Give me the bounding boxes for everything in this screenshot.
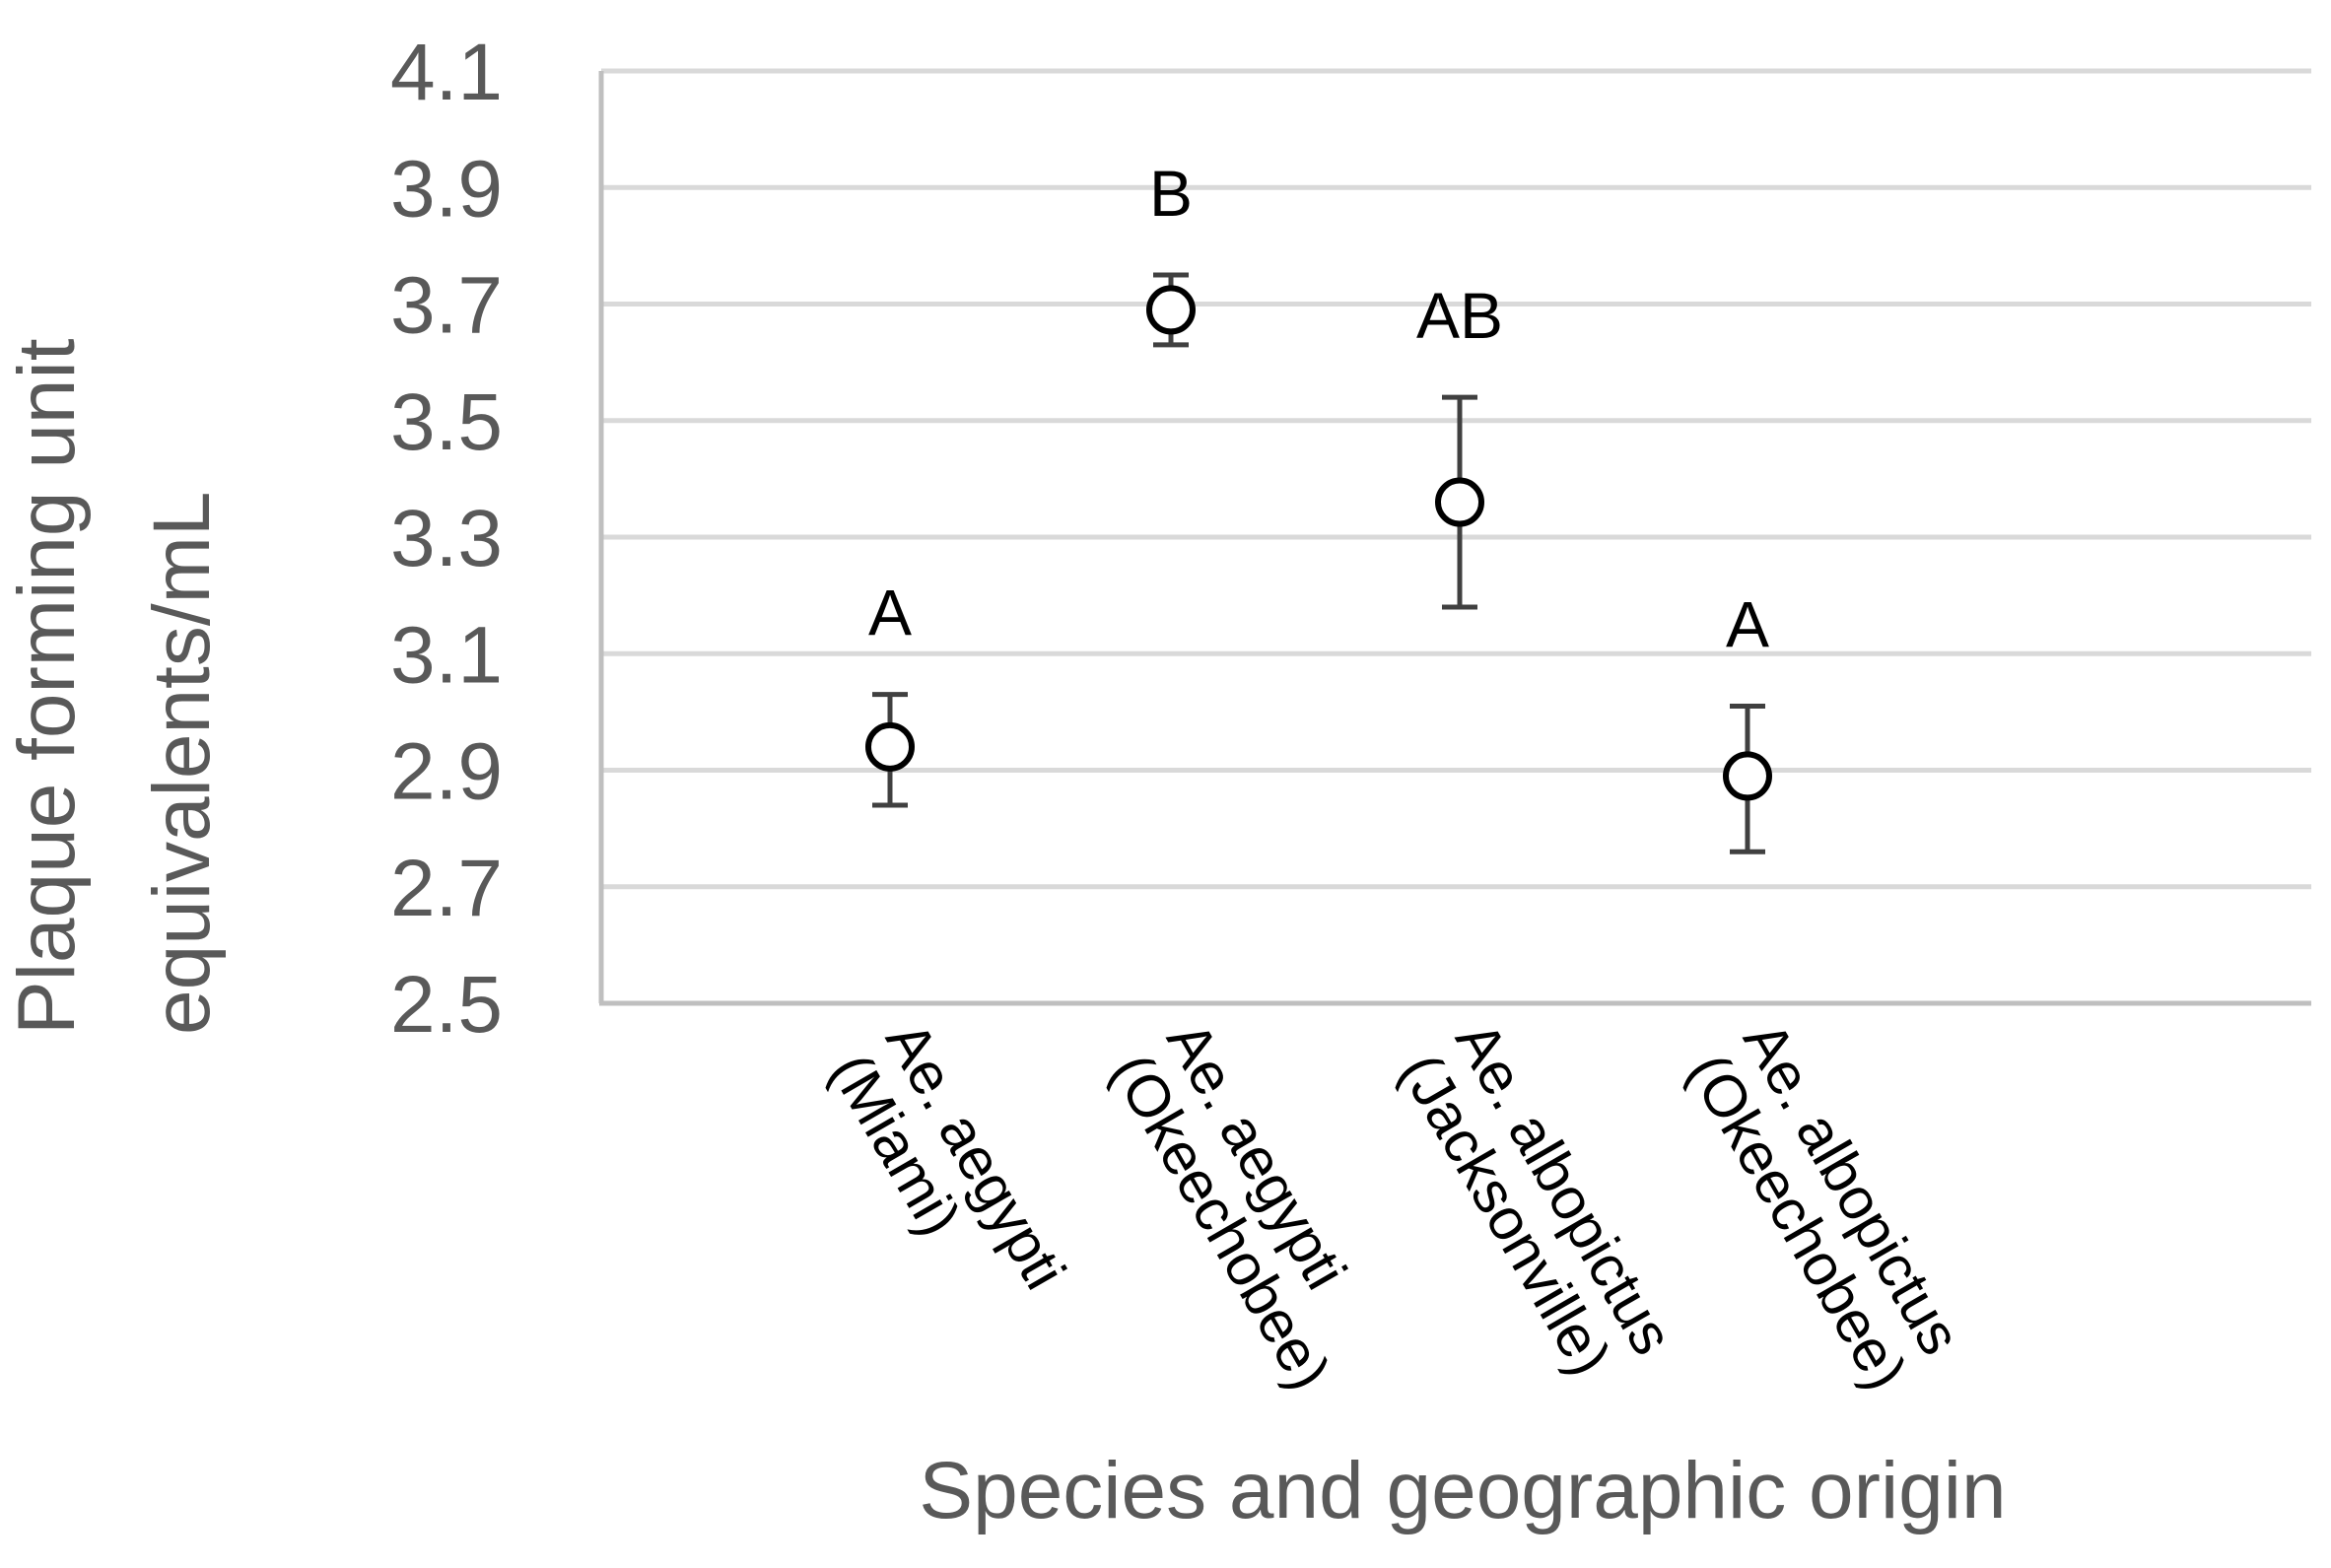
data-point-2: [1146, 285, 1196, 335]
x-category-label-1: Ae. aegypti(Miami): [818, 1011, 1078, 1300]
y-tick-labels: 2.5 2.7 2.9 3.1 3.3 3.5 3.7 3.9 4.1: [390, 28, 503, 1050]
significance-letter-1: A: [868, 577, 912, 649]
x-category-label-4: Ae. albopictus(Okeechobee): [1676, 1011, 1974, 1400]
y-tick-label-3.7: 3.7: [390, 261, 503, 351]
significance-letter-3: AB: [1416, 279, 1503, 352]
y-axis-label-line-2: equivalents/mL: [137, 491, 227, 1035]
data-point-4: [1723, 751, 1772, 801]
y-tick-label-3.3: 3.3: [390, 494, 503, 583]
y-tick-label-3.5: 3.5: [390, 377, 503, 467]
significance-letter-2: B: [1149, 157, 1193, 230]
x-category-label-3: Ae. albopictus(Jacksonville): [1388, 1011, 1686, 1387]
y-tick-label-2.5: 2.5: [390, 960, 503, 1050]
y-tick-label-4.1: 4.1: [390, 28, 503, 117]
x-category-labels: Ae. aegypti(Miami) Ae. aegypti(Okeechobee…: [818, 1011, 1974, 1400]
y-tick-label-2.7: 2.7: [390, 844, 503, 933]
x-category-label-2: Ae. aegypti(Okeechobee): [1099, 1011, 1359, 1400]
y-tick-label-2.9: 2.9: [390, 727, 503, 817]
data-point-3: [1435, 477, 1484, 527]
x-axis-label: Species and geographic origin: [919, 1446, 2006, 1535]
data-point-1: [865, 721, 915, 772]
y-axis-label-line-1: Plaque forming unit: [2, 338, 92, 1035]
significance-letter-4: A: [1726, 587, 1769, 660]
y-tick-label-3.9: 3.9: [390, 144, 503, 234]
y-tick-label-3.1: 3.1: [390, 610, 503, 700]
axes: [598, 71, 2311, 1006]
